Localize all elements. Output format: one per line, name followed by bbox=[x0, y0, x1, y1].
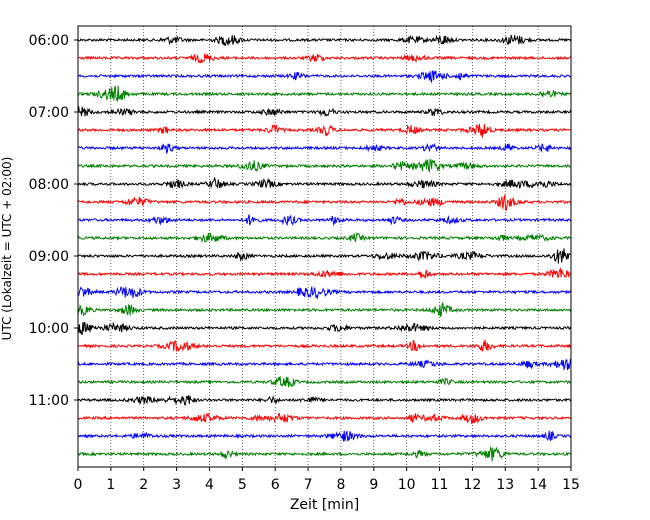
y-axis-label: UTC (Lokalzeit = UTC + 02:00) bbox=[0, 157, 14, 341]
x-tick-label: 1 bbox=[106, 477, 115, 493]
trace-line bbox=[77, 430, 572, 442]
trace-line bbox=[77, 142, 572, 155]
y-tick-label: 07:00 bbox=[29, 105, 69, 121]
trace-line bbox=[77, 321, 572, 336]
y-axis-ticks: 06:00 07:00 08:00 09:00 10:00 11:00 bbox=[29, 33, 78, 409]
trace-line bbox=[77, 70, 572, 84]
x-tick-label: 9 bbox=[369, 477, 378, 493]
trace-line bbox=[77, 445, 572, 462]
trace-line bbox=[77, 358, 572, 371]
x-tick-label: 4 bbox=[205, 477, 214, 493]
trace-line bbox=[77, 395, 572, 406]
trace-line bbox=[77, 301, 572, 317]
x-tick-label: 8 bbox=[336, 477, 345, 493]
trace-line bbox=[77, 158, 572, 173]
trace-line bbox=[77, 106, 572, 117]
trace-line bbox=[77, 339, 572, 352]
trace-line bbox=[77, 232, 572, 243]
trace-line bbox=[77, 34, 572, 47]
x-tick-label: 14 bbox=[529, 477, 547, 493]
trace-line bbox=[77, 376, 572, 388]
y-tick-label: 11:00 bbox=[29, 393, 69, 409]
x-axis-ticks: 0 1 2 3 4 5 6 7 8 9 10 11 12 13 14 15 bbox=[74, 467, 580, 493]
x-tick-label: 11 bbox=[431, 477, 449, 493]
y-tick-label: 06:00 bbox=[29, 33, 69, 49]
trace-line bbox=[77, 266, 572, 280]
plot-frame bbox=[77, 25, 572, 468]
x-tick-label: 5 bbox=[238, 477, 247, 493]
x-tick-label: 2 bbox=[139, 477, 148, 493]
trace-line bbox=[77, 412, 572, 425]
trace-line bbox=[77, 214, 572, 227]
trace-line bbox=[77, 176, 572, 189]
trace-series bbox=[77, 34, 572, 462]
y-tick-label: 09:00 bbox=[29, 249, 69, 265]
trace-line bbox=[77, 194, 572, 211]
x-tick-label: 10 bbox=[398, 477, 416, 493]
y-tick-label: 10:00 bbox=[29, 321, 69, 337]
x-tick-label: 7 bbox=[304, 477, 313, 493]
x-tick-label: 12 bbox=[463, 477, 481, 493]
x-tick-label: 0 bbox=[74, 477, 83, 493]
x-tick-label: 15 bbox=[562, 477, 580, 493]
x-tick-label: 3 bbox=[172, 477, 181, 493]
y-tick-label: 08:00 bbox=[29, 177, 69, 193]
trace-line bbox=[77, 53, 572, 64]
trace-line bbox=[77, 286, 572, 300]
trace-line bbox=[77, 123, 572, 138]
trace-line bbox=[77, 85, 572, 102]
trace-line bbox=[77, 248, 572, 264]
x-tick-label: 13 bbox=[496, 477, 514, 493]
x-axis-label: Zeit [min] bbox=[290, 497, 359, 513]
x-tick-label: 6 bbox=[271, 477, 280, 493]
